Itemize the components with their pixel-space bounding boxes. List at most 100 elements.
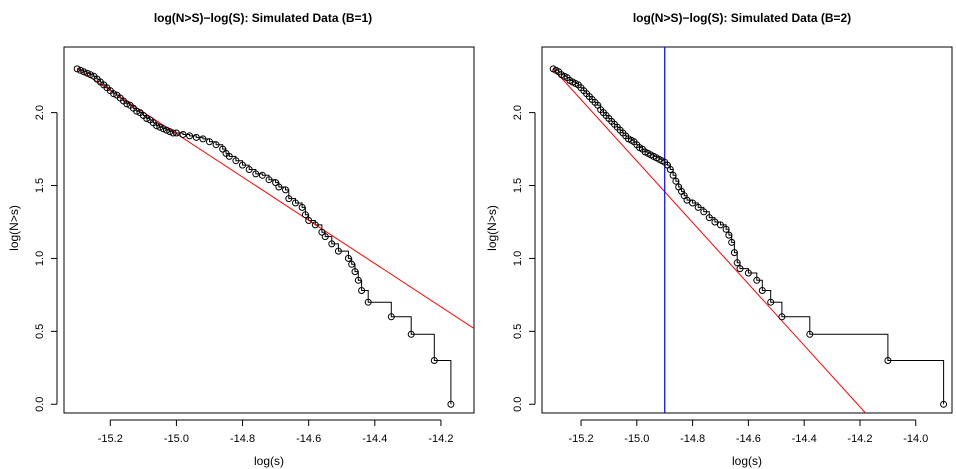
data-point bbox=[153, 122, 161, 130]
data-point bbox=[225, 152, 233, 160]
data-point bbox=[232, 157, 240, 165]
data-point bbox=[311, 221, 319, 229]
data-point bbox=[219, 145, 227, 153]
y-tick-label: 1.0 bbox=[512, 251, 524, 266]
data-point bbox=[733, 259, 741, 267]
plot-marks-1 bbox=[73, 65, 474, 408]
x-tick-label: -14.8 bbox=[680, 433, 705, 445]
y-tick-label: 0.5 bbox=[512, 324, 524, 339]
data-point bbox=[447, 400, 455, 408]
data-point bbox=[728, 238, 736, 246]
y-axis-label-1: log(N>s) bbox=[7, 205, 21, 251]
y-tick-label: 0.0 bbox=[512, 397, 524, 412]
data-point bbox=[407, 330, 415, 338]
data-point bbox=[328, 240, 336, 248]
data-point bbox=[285, 195, 293, 203]
data-point bbox=[344, 254, 352, 262]
y-tick-label: 1.5 bbox=[34, 178, 46, 193]
x-tick-label: -15.0 bbox=[164, 433, 189, 445]
data-point bbox=[172, 129, 180, 137]
data-point bbox=[73, 65, 81, 73]
chart-title-1: log(N>S)−log(S): Simulated Data (B=1) bbox=[154, 11, 372, 25]
data-point bbox=[199, 135, 207, 143]
data-point bbox=[110, 90, 118, 98]
data-point bbox=[348, 260, 356, 268]
data-point bbox=[666, 166, 674, 173]
data-point bbox=[736, 265, 744, 273]
x-axis-label-1: log(s) bbox=[254, 454, 284, 468]
x-tick-label: -14.4 bbox=[362, 433, 387, 445]
data-point bbox=[83, 69, 91, 77]
y-axis-ticks-1: 0.0 0.5 1.0 1.5 2.0 bbox=[34, 105, 58, 412]
x-tick-label: -14.2 bbox=[428, 433, 453, 445]
data-point bbox=[318, 228, 326, 236]
step-line bbox=[77, 68, 452, 405]
data-point bbox=[430, 357, 438, 364]
y-tick-label: 0.5 bbox=[34, 324, 46, 339]
data-point bbox=[166, 128, 174, 136]
data-point bbox=[239, 161, 246, 169]
data-point bbox=[252, 170, 260, 178]
data-point bbox=[298, 203, 306, 211]
data-point bbox=[387, 313, 395, 321]
x-tick-label: -14.2 bbox=[847, 433, 872, 445]
data-point bbox=[301, 211, 309, 219]
data-point bbox=[744, 269, 752, 277]
data-point bbox=[305, 217, 313, 224]
data-point bbox=[77, 66, 84, 74]
data-point bbox=[192, 133, 200, 141]
x-tick-label: -14.6 bbox=[736, 433, 761, 445]
y-tick-label: 1.0 bbox=[34, 251, 46, 266]
x-axis-label-2: log(s) bbox=[732, 454, 762, 468]
x-tick-label: -14.8 bbox=[230, 433, 255, 445]
data-point bbox=[282, 186, 289, 194]
data-point bbox=[730, 249, 738, 257]
data-point bbox=[272, 179, 280, 187]
data-point bbox=[717, 221, 724, 229]
data-point bbox=[334, 247, 342, 255]
data-point bbox=[758, 287, 766, 294]
y-tick-label: 1.5 bbox=[512, 178, 524, 193]
data-point bbox=[354, 276, 362, 284]
data-point bbox=[87, 71, 94, 79]
panel-2: log(N>S)−log(S): Simulated Data (B=2) lo… bbox=[485, 11, 953, 468]
data-point bbox=[683, 196, 691, 204]
data-point bbox=[884, 357, 892, 364]
data-point bbox=[364, 298, 372, 306]
x-tick-label: -15.2 bbox=[569, 433, 594, 445]
data-point bbox=[767, 298, 775, 306]
data-point bbox=[672, 177, 680, 185]
data-point bbox=[169, 129, 177, 137]
plot-marks-2 bbox=[549, 47, 948, 413]
data-point bbox=[186, 132, 194, 140]
data-point bbox=[265, 176, 273, 184]
data-point bbox=[80, 68, 88, 76]
y-tick-label: 2.0 bbox=[34, 105, 46, 120]
chart-title-2: log(N>S)−log(S): Simulated Data (B=2) bbox=[633, 11, 851, 25]
data-point bbox=[206, 138, 213, 146]
data-point bbox=[940, 400, 948, 408]
data-point bbox=[212, 141, 220, 149]
data-point bbox=[143, 115, 151, 122]
data-point bbox=[258, 171, 266, 179]
data-point bbox=[275, 183, 283, 191]
data-point bbox=[292, 199, 299, 207]
data-point bbox=[778, 313, 786, 321]
data-point bbox=[689, 199, 697, 207]
y-tick-label: 0.0 bbox=[34, 397, 46, 412]
x-tick-label: -15.2 bbox=[98, 433, 123, 445]
y-tick-label: 2.0 bbox=[512, 105, 524, 120]
data-point bbox=[806, 330, 814, 338]
fit-line bbox=[552, 68, 866, 413]
plot-frame-2 bbox=[541, 46, 953, 414]
x-tick-label: -15.0 bbox=[624, 433, 649, 445]
data-point bbox=[722, 225, 730, 233]
data-point bbox=[358, 287, 366, 294]
data-point bbox=[351, 268, 359, 276]
data-point bbox=[156, 123, 164, 131]
data-point bbox=[123, 100, 131, 108]
y-axis-ticks-2: 0.0 0.5 1.0 1.5 2.0 bbox=[512, 105, 536, 412]
data-point bbox=[669, 171, 677, 179]
x-tick-label: -14.6 bbox=[296, 433, 321, 445]
